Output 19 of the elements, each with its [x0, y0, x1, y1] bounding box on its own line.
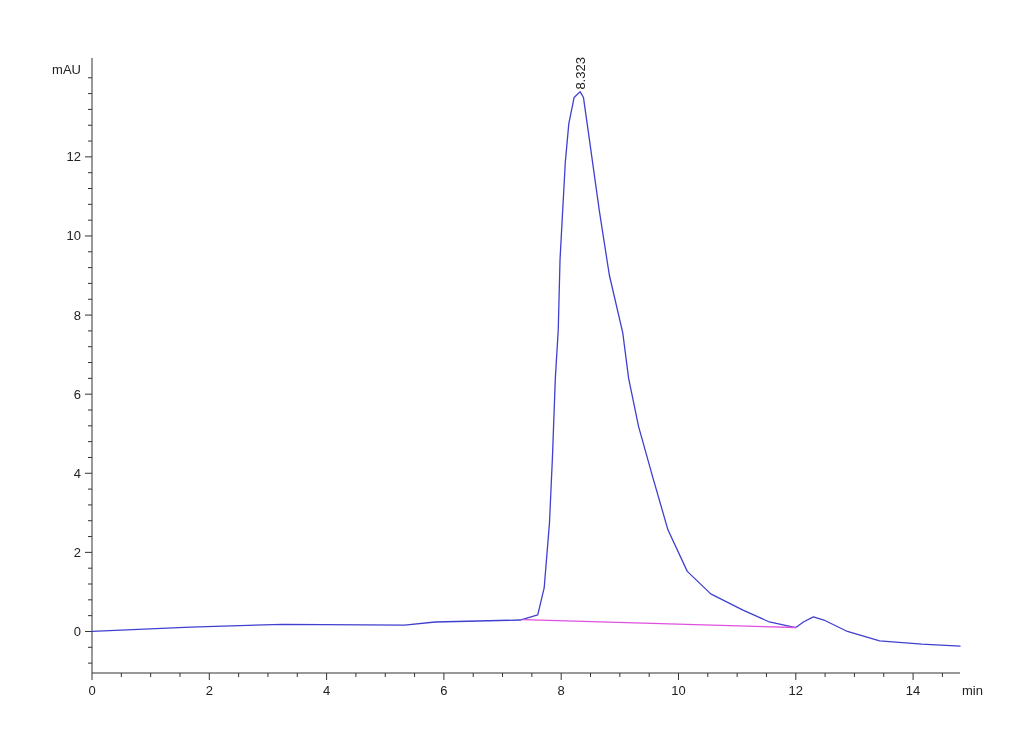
x-tick-label: 0: [88, 683, 96, 698]
y-tick-label: 6: [73, 386, 81, 402]
y-tick-label: 10: [66, 228, 81, 244]
x-axis-title: min: [962, 683, 983, 698]
y-tick-label: 2: [73, 544, 81, 560]
x-tick-label: 8: [557, 683, 565, 698]
x-tick-label: 4: [322, 683, 331, 698]
annotation: 8.323: [573, 57, 589, 90]
line-series: [91, 90, 961, 647]
x-tick-label: 12: [788, 683, 804, 698]
x-tick-label: 10: [671, 683, 686, 698]
x-tick-label: 2: [205, 683, 213, 698]
x-tick-label: 14: [905, 683, 921, 698]
y-tick-label: 0: [73, 623, 81, 639]
y-tick-label: 8: [73, 307, 81, 323]
y-tick-label: 12: [66, 149, 81, 165]
y-tick-label: 4: [73, 465, 81, 481]
y-axis-title: mAU: [52, 62, 81, 77]
x-tick-label: 6: [440, 683, 448, 698]
